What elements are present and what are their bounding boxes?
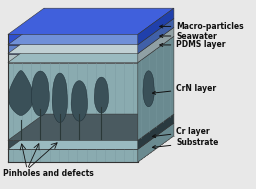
Polygon shape xyxy=(8,54,138,63)
Polygon shape xyxy=(138,114,174,149)
Polygon shape xyxy=(8,149,138,162)
Text: Seawater: Seawater xyxy=(160,32,217,40)
Polygon shape xyxy=(8,45,138,54)
Polygon shape xyxy=(8,123,174,149)
Polygon shape xyxy=(8,114,174,140)
Polygon shape xyxy=(8,27,174,54)
Polygon shape xyxy=(8,63,138,140)
Polygon shape xyxy=(138,36,174,140)
Polygon shape xyxy=(8,140,138,149)
Polygon shape xyxy=(94,77,109,113)
Text: Pinholes and defects: Pinholes and defects xyxy=(3,169,94,178)
Polygon shape xyxy=(8,18,174,45)
Text: Substrate: Substrate xyxy=(153,138,219,149)
Polygon shape xyxy=(8,8,174,34)
Polygon shape xyxy=(138,8,174,45)
Polygon shape xyxy=(31,71,49,116)
Polygon shape xyxy=(8,70,34,115)
Text: Macro-particles: Macro-particles xyxy=(160,22,244,31)
Polygon shape xyxy=(138,27,174,63)
Polygon shape xyxy=(8,34,138,45)
Text: Cr layer: Cr layer xyxy=(153,127,210,138)
Polygon shape xyxy=(143,71,154,107)
Polygon shape xyxy=(138,18,174,54)
Polygon shape xyxy=(8,36,174,63)
Polygon shape xyxy=(71,81,88,121)
Polygon shape xyxy=(52,73,68,122)
Text: CrN layer: CrN layer xyxy=(153,84,216,94)
Polygon shape xyxy=(138,123,174,162)
Text: PDMS layer: PDMS layer xyxy=(160,40,226,50)
